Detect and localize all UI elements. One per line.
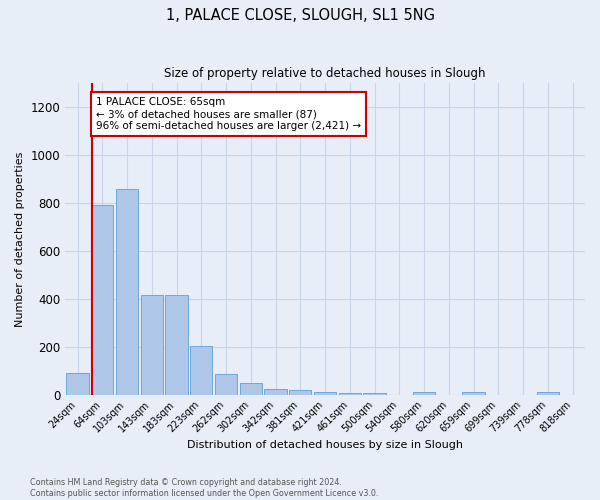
Bar <box>215 374 237 394</box>
X-axis label: Distribution of detached houses by size in Slough: Distribution of detached houses by size … <box>187 440 463 450</box>
Bar <box>537 392 559 394</box>
Bar <box>140 295 163 394</box>
Bar <box>67 373 89 394</box>
Bar <box>289 390 311 394</box>
Text: 1, PALACE CLOSE, SLOUGH, SL1 5NG: 1, PALACE CLOSE, SLOUGH, SL1 5NG <box>166 8 434 22</box>
Text: Contains HM Land Registry data © Crown copyright and database right 2024.
Contai: Contains HM Land Registry data © Crown c… <box>30 478 379 498</box>
Text: 1 PALACE CLOSE: 65sqm
← 3% of detached houses are smaller (87)
96% of semi-detac: 1 PALACE CLOSE: 65sqm ← 3% of detached h… <box>96 98 361 130</box>
Bar <box>166 295 188 394</box>
Y-axis label: Number of detached properties: Number of detached properties <box>15 151 25 326</box>
Bar <box>463 392 485 394</box>
Bar <box>265 388 287 394</box>
Bar <box>413 392 435 394</box>
Title: Size of property relative to detached houses in Slough: Size of property relative to detached ho… <box>164 68 486 80</box>
Bar <box>116 188 138 394</box>
Bar <box>239 382 262 394</box>
Bar <box>91 206 113 394</box>
Bar <box>190 346 212 395</box>
Bar <box>314 392 336 394</box>
